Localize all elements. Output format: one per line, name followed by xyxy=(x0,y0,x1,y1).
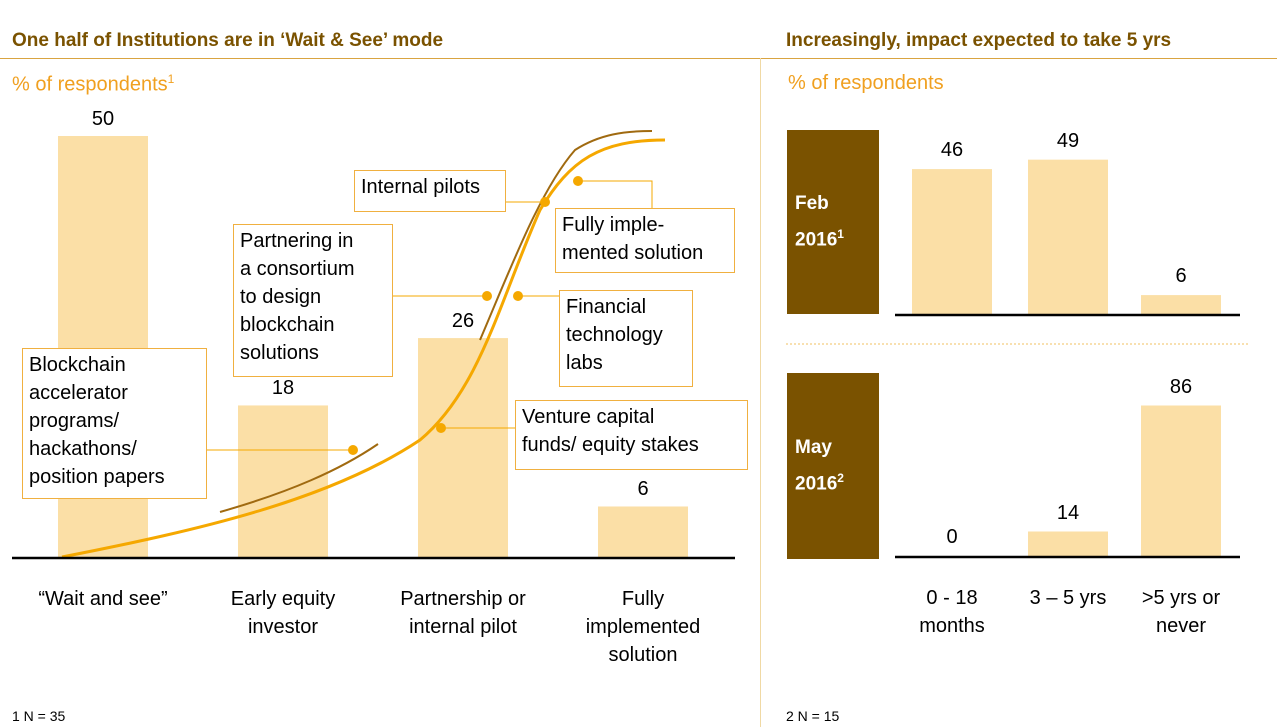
bar xyxy=(598,506,688,557)
bar xyxy=(912,169,992,314)
panel-divider xyxy=(760,58,761,727)
right-subtitle: % of respondents xyxy=(788,72,944,94)
callout-partnering: Partnering in a consortium to design blo… xyxy=(233,224,393,377)
bar xyxy=(418,338,508,557)
curve-dot xyxy=(482,291,492,301)
category-label: Fully implemented solution xyxy=(585,588,701,666)
left-chart-title: One half of Institutions are in ‘Wait & … xyxy=(12,30,444,51)
callout-fintech-labs: Financial technology labs xyxy=(559,290,693,387)
category-label: >5 yrs or never xyxy=(1141,587,1221,637)
adoption-curve-dark-upper xyxy=(479,130,653,341)
bar-value-label: 18 xyxy=(271,377,295,400)
category-label: 0 - 18 months xyxy=(919,587,985,637)
curve-dot xyxy=(513,291,523,301)
period-label-feb-2016: Feb 20161 xyxy=(787,130,879,314)
bar-value-label: 46 xyxy=(940,139,964,162)
bar-value-label: 26 xyxy=(451,310,475,333)
left-footnote: 1 N = 35 xyxy=(12,708,66,724)
adoption-curve-dark-lower xyxy=(219,443,379,513)
curve-dot xyxy=(348,445,358,455)
bar-value-label: 86 xyxy=(1169,375,1193,398)
bar xyxy=(238,405,328,557)
category-label: Early equity investor xyxy=(230,588,336,638)
left-subtitle: % of respondents1 xyxy=(12,72,175,96)
right-bars xyxy=(912,159,1221,556)
bar-value-label: 6 xyxy=(1175,265,1187,288)
bar-value-label: 50 xyxy=(91,108,115,130)
footnote-marker: 2 xyxy=(837,470,844,485)
curve-dot xyxy=(436,423,446,433)
title-divider xyxy=(0,58,1277,59)
adoption-curve xyxy=(61,138,666,559)
bar-value-label: 14 xyxy=(1056,501,1080,524)
curve-dot xyxy=(540,197,550,207)
curve-dot xyxy=(573,176,583,186)
right-footnote: 2 N = 15 xyxy=(786,708,840,724)
bar xyxy=(1141,405,1221,556)
category-label: 3 – 5 yrs xyxy=(1029,587,1107,609)
bar-value-label: 49 xyxy=(1056,129,1080,152)
callout-blockchain-accelerator: Blockchain accelerator programs/ hackath… xyxy=(22,348,207,499)
right-chart-title: Increasingly, impact expected to take 5 … xyxy=(786,30,1172,51)
bar-value-label: 6 xyxy=(637,478,649,501)
bar xyxy=(1028,531,1108,556)
callout-venture-capital: Venture capital funds/ equity stakes xyxy=(515,400,748,470)
period-label-may-2016: May 20162 xyxy=(787,373,879,559)
bar xyxy=(1141,295,1221,314)
footnote-marker: 1 xyxy=(837,226,844,241)
category-label: “Wait and see” xyxy=(38,588,168,610)
category-label: Partnership or internal pilot xyxy=(400,588,526,638)
callout-internal-pilots: Internal pilots xyxy=(354,170,506,212)
bar-value-label: 0 xyxy=(946,526,958,548)
callout-fully-implemented: Fully imple- mented solution xyxy=(555,208,735,273)
bar xyxy=(1028,159,1108,314)
